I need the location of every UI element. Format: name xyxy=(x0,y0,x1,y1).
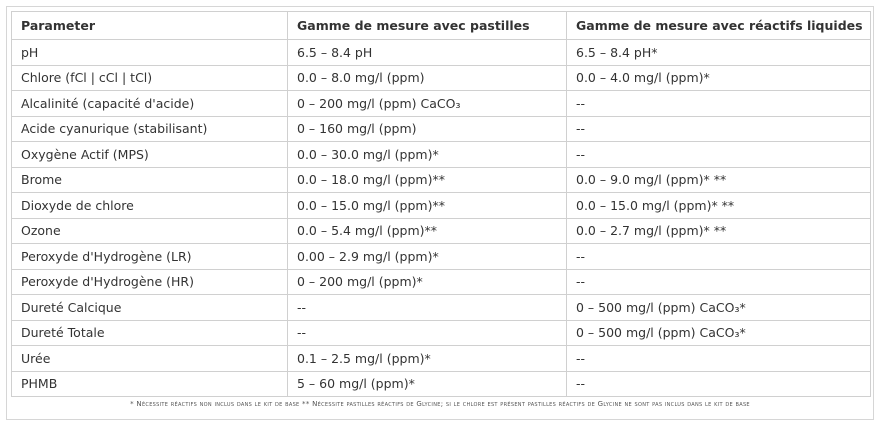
parameter-table: Parameter Gamme de mesure avec pastilles G… xyxy=(11,11,871,397)
table-row: Dureté Calcique -- 0 – 500 mg/l (ppm) CaCO… xyxy=(11,294,871,321)
table-cell: -- xyxy=(566,370,871,397)
table-row: Alcalinité (capacité d'acide) 0 – 200 mg/… xyxy=(11,90,871,117)
table-cell: 0.00 – 2.9 mg/l (ppm)* xyxy=(287,243,567,270)
footnote: * Nécessite réactifs non inclus dans le … xyxy=(130,400,750,408)
header-cell: Gamme de mesure avec pastilles xyxy=(287,11,567,40)
table-row: Dioxyde de chlore 0.0 – 15.0 mg/l (ppm)**… xyxy=(11,192,871,219)
header-cell: Gamme de mesure avec réactifs liquides xyxy=(566,11,871,40)
table-cell: 0 – 500 mg/l (ppm) CaCO₃* xyxy=(566,294,871,321)
header-row: Parameter Gamme de mesure avec pastilles G… xyxy=(11,11,871,40)
table-cell: -- xyxy=(287,319,567,346)
table-cell: Acide cyanurique (stabilisant) xyxy=(11,115,288,142)
table-row: Peroxyde d'Hydrogène (LR) 0.00 – 2.9 mg/l… xyxy=(11,243,871,270)
table-cell: 0 – 200 mg/l (ppm)* xyxy=(287,268,567,295)
table-cell: 0.0 – 9.0 mg/l (ppm)* ** xyxy=(566,166,871,193)
table-cell: Chlore (fCl | cCl | tCl) xyxy=(11,64,288,91)
table-row: Acide cyanurique (stabilisant) 0 – 160 mg… xyxy=(11,115,871,142)
table-cell: 0 – 200 mg/l (ppm) CaCO₃ xyxy=(287,90,567,117)
table-row: pH 6.5 – 8.4 pH 6.5 – 8.4 pH* xyxy=(11,39,871,66)
table-cell: -- xyxy=(566,345,871,372)
table-cell: -- xyxy=(566,115,871,142)
table-cell: pH xyxy=(11,39,288,66)
table-cell: 0.0 – 15.0 mg/l (ppm)** xyxy=(287,192,567,219)
table-row: PHMB 5 – 60 mg/l (ppm)* -- xyxy=(11,370,871,397)
table-cell: 0.0 – 2.7 mg/l (ppm)* ** xyxy=(566,217,871,244)
table-cell: 0.1 – 2.5 mg/l (ppm)* xyxy=(287,345,567,372)
table-row: Brome 0.0 – 18.0 mg/l (ppm)** 0.0 – 9.0 mg… xyxy=(11,166,871,193)
table-cell: Dureté Calcique xyxy=(11,294,288,321)
table-cell: Oxygène Actif (MPS) xyxy=(11,141,288,168)
table-cell: Peroxyde d'Hydrogène (LR) xyxy=(11,243,288,270)
table-cell: Alcalinité (capacité d'acide) xyxy=(11,90,288,117)
table-row: Ozone 0.0 – 5.4 mg/l (ppm)** 0.0 – 2.7 mg/… xyxy=(11,217,871,244)
table-cell: 0.0 – 5.4 mg/l (ppm)** xyxy=(287,217,567,244)
table-panel: Parameter Gamme de mesure avec pastilles G… xyxy=(6,6,874,420)
table-row: Dureté Totale -- 0 – 500 mg/l (ppm) CaCO₃* xyxy=(11,319,871,346)
table-cell: 0.0 – 4.0 mg/l (ppm)* xyxy=(566,64,871,91)
table-cell: Peroxyde d'Hydrogène (HR) xyxy=(11,268,288,295)
table-cell: PHMB xyxy=(11,370,288,397)
table-row: Urée 0.1 – 2.5 mg/l (ppm)* -- xyxy=(11,345,871,372)
table-cell: -- xyxy=(566,243,871,270)
table-cell: 0.0 – 30.0 mg/l (ppm)* xyxy=(287,141,567,168)
table-cell: 5 – 60 mg/l (ppm)* xyxy=(287,370,567,397)
table-row: Chlore (fCl | cCl | tCl) 0.0 – 8.0 mg/l (… xyxy=(11,64,871,91)
table-cell: Ozone xyxy=(11,217,288,244)
header-cell: Parameter xyxy=(11,11,288,40)
table-cell: 0.0 – 8.0 mg/l (ppm) xyxy=(287,64,567,91)
table-cell: 6.5 – 8.4 pH xyxy=(287,39,567,66)
table-cell: 6.5 – 8.4 pH* xyxy=(566,39,871,66)
table-row: Peroxyde d'Hydrogène (HR) 0 – 200 mg/l (p… xyxy=(11,268,871,295)
table-cell: Brome xyxy=(11,166,288,193)
table-cell: -- xyxy=(566,90,871,117)
table-cell: 0 – 160 mg/l (ppm) xyxy=(287,115,567,142)
table-cell: Urée xyxy=(11,345,288,372)
table-cell: 0.0 – 15.0 mg/l (ppm)* ** xyxy=(566,192,871,219)
table-cell: 0 – 500 mg/l (ppm) CaCO₃* xyxy=(566,319,871,346)
table-cell: -- xyxy=(566,141,871,168)
table-cell: -- xyxy=(287,294,567,321)
table-row: Oxygène Actif (MPS) 0.0 – 30.0 mg/l (ppm)… xyxy=(11,141,871,168)
table-body: pH 6.5 – 8.4 pH 6.5 – 8.4 pH* Chlore (fCl |… xyxy=(11,39,871,397)
table-cell: 0.0 – 18.0 mg/l (ppm)** xyxy=(287,166,567,193)
table-cell: Dioxyde de chlore xyxy=(11,192,288,219)
table-cell: -- xyxy=(566,268,871,295)
table-cell: Dureté Totale xyxy=(11,319,288,346)
